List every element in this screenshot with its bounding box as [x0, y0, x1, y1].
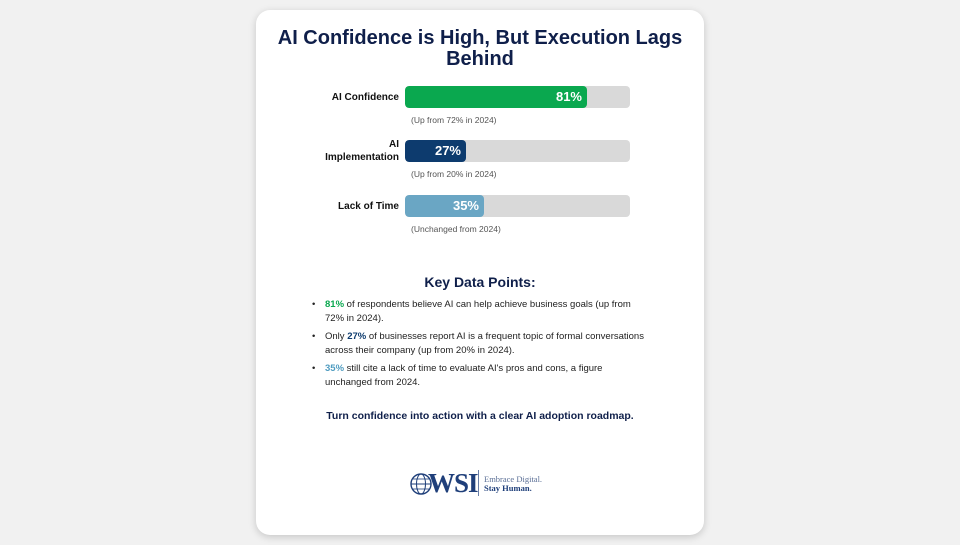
chart-title: AI Confidence is High, But Execution Lag… [277, 27, 683, 70]
key-point-item: • 35% still cite a lack of time to evalua… [312, 362, 648, 390]
key-point-text: still cite a lack of time to evaluate AI… [325, 363, 603, 388]
bar-note: (Up from 72% in 2024) [411, 115, 497, 125]
bar-value-label: 27% [434, 143, 461, 158]
bar-track: 35% [405, 195, 630, 217]
bar [405, 195, 484, 217]
wsi-logo: WSI Embrace Digital. Stay Human. [410, 468, 550, 498]
key-point-percent: 35% [325, 363, 345, 374]
infographic-card: AI Confidence is High, But Execution Lag… [256, 10, 704, 535]
bar-track: 27% [405, 140, 630, 162]
key-point-percent: 27% [347, 331, 367, 342]
bar-note: (Up from 20% in 2024) [411, 169, 497, 179]
bar-value-label: 35% [452, 198, 479, 213]
bullet-icon: • [312, 363, 316, 374]
bar [405, 140, 466, 162]
logo-tagline-1: Embrace Digital. [484, 474, 543, 484]
bar-note: (Unchanged from 2024) [411, 224, 501, 234]
key-point-prefix: Only [325, 331, 348, 342]
logo-tagline-2: Stay Human. [484, 483, 532, 493]
bar-label: AI Confidence [331, 92, 399, 103]
key-point-text: of respondents believe AI can help achie… [325, 299, 631, 324]
bullet-icon: • [312, 299, 316, 310]
bar-value-label: 81% [555, 89, 582, 104]
logo-wordmark: WSI [428, 468, 479, 498]
key-points-title: Key Data Points: [424, 274, 536, 290]
key-point-item: • Only 27% of businesses report AI is a f… [312, 330, 648, 358]
bar-track: 81% [405, 86, 630, 108]
bar [405, 86, 587, 108]
call-to-action: Turn confidence into action with a clear… [326, 410, 634, 422]
bar-label: Lack of Time [338, 201, 399, 212]
key-point-item: • 81% of respondents believe AI can help … [312, 298, 648, 326]
key-point-text: of businesses report AI is a frequent to… [325, 331, 644, 356]
bullet-icon: • [312, 331, 316, 342]
globe-icon [410, 473, 432, 495]
key-point-percent: 81% [325, 299, 345, 310]
bar-label: AI Implementation [325, 139, 399, 163]
key-points-list: • 81% of respondents believe AI can help … [312, 298, 648, 394]
logo-divider [478, 470, 479, 496]
